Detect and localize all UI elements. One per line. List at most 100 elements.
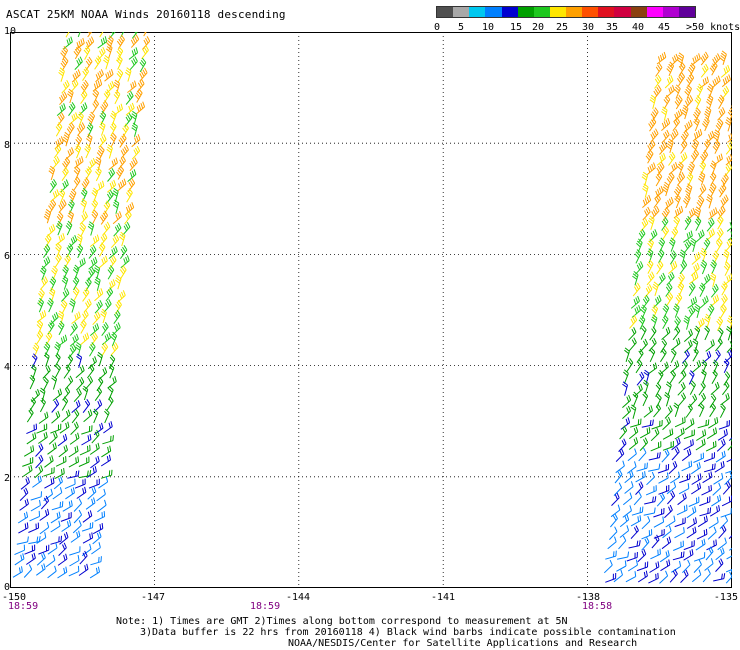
wind-barb	[717, 537, 727, 551]
colorbar-label: 30	[582, 22, 595, 33]
colorbar-label: 15	[510, 22, 523, 33]
wind-barb	[695, 229, 705, 243]
wind-barb	[638, 228, 646, 243]
wind-barb	[636, 348, 644, 363]
wind-barb	[691, 53, 701, 66]
wind-barb	[88, 342, 96, 357]
wind-barb	[662, 303, 670, 319]
wind-barb	[61, 396, 69, 411]
wind-barb	[73, 165, 81, 181]
wind-barb	[636, 561, 649, 572]
wind-barb	[71, 69, 81, 83]
wind-barb	[19, 487, 29, 501]
wind-barb	[44, 477, 55, 489]
wind-barb	[654, 185, 664, 199]
wind-barb	[97, 36, 108, 49]
colorbar-segment	[517, 7, 534, 17]
wind-barb	[698, 184, 707, 198]
wind-barb	[39, 265, 47, 281]
wind-barb	[712, 482, 722, 496]
wind-barb	[104, 68, 114, 82]
wind-barb	[84, 143, 91, 159]
wind-barb	[61, 79, 70, 94]
wind-barb	[94, 156, 102, 172]
wind-barb	[51, 265, 58, 281]
wind-barb	[76, 243, 84, 259]
wind-barb	[57, 566, 68, 579]
wind-barb	[691, 138, 700, 154]
wind-barb	[702, 350, 712, 364]
wind-barb	[76, 353, 83, 368]
wind-barb	[690, 262, 700, 276]
wind-barb	[627, 559, 638, 572]
wind-barb	[674, 84, 681, 99]
wind-barb	[79, 550, 88, 565]
wind-barb	[666, 61, 675, 77]
wind-barb	[706, 217, 715, 232]
wind-barb	[717, 107, 726, 121]
wind-barb	[28, 536, 41, 545]
wind-barb	[100, 454, 111, 467]
wind-barb	[716, 316, 724, 331]
wind-barb	[723, 273, 733, 286]
wind-barb	[101, 332, 112, 346]
y-tick-label: 10	[4, 26, 17, 37]
wind-barb	[676, 72, 686, 87]
wind-barb	[47, 542, 58, 555]
wind-barb	[674, 527, 685, 539]
wind-barb	[82, 399, 91, 413]
wind-barb	[85, 56, 93, 71]
plot-frame	[10, 32, 732, 588]
wind-barb	[39, 521, 50, 535]
wind-barb	[127, 80, 137, 93]
wind-barb	[622, 394, 632, 408]
wind-barb	[605, 572, 617, 583]
wind-barb	[76, 257, 86, 270]
wind-barb	[94, 180, 105, 193]
wind-barb	[673, 205, 684, 219]
wind-barb	[708, 182, 717, 197]
wind-barb	[76, 233, 83, 249]
wind-barb	[628, 327, 637, 341]
wind-barb	[694, 325, 701, 341]
wind-barb	[677, 492, 687, 506]
wind-barb	[116, 68, 124, 84]
wind-barb	[98, 255, 108, 269]
wind-barb	[90, 455, 100, 469]
wind-barb	[91, 542, 101, 555]
wind-barb	[648, 572, 659, 584]
wind-barb	[107, 167, 116, 182]
wind-barb	[674, 193, 681, 209]
wind-barb	[646, 259, 654, 274]
wind-barb	[666, 481, 677, 495]
wind-barb	[666, 271, 675, 286]
wind-barb	[637, 570, 648, 583]
x-tick-label: -135	[713, 592, 738, 603]
wind-barb	[71, 409, 80, 424]
wind-barb	[632, 282, 641, 297]
wind-barb	[128, 47, 139, 60]
wind-barb	[95, 69, 104, 83]
colorbar-segment	[678, 7, 695, 17]
wind-barb	[129, 157, 138, 172]
wind-barb	[52, 487, 63, 500]
wind-barb	[84, 376, 94, 390]
wind-barb	[86, 466, 97, 478]
wind-barb	[715, 547, 725, 561]
wind-barb	[669, 370, 677, 385]
wind-barb	[701, 359, 708, 374]
wind-barb	[58, 542, 67, 556]
wind-barb	[105, 189, 114, 204]
wind-barb	[90, 332, 98, 347]
wind-barb	[686, 207, 696, 221]
wind-barb	[69, 333, 79, 347]
wind-barb	[87, 356, 97, 370]
wind-barb	[44, 455, 54, 468]
wind-barb	[97, 351, 103, 367]
time-tick-label: 18:59	[250, 601, 281, 612]
wind-barb	[78, 470, 92, 479]
wind-barb	[686, 72, 695, 88]
wind-barb	[672, 326, 681, 341]
wind-barb	[55, 242, 62, 258]
wind-barb	[699, 496, 711, 507]
